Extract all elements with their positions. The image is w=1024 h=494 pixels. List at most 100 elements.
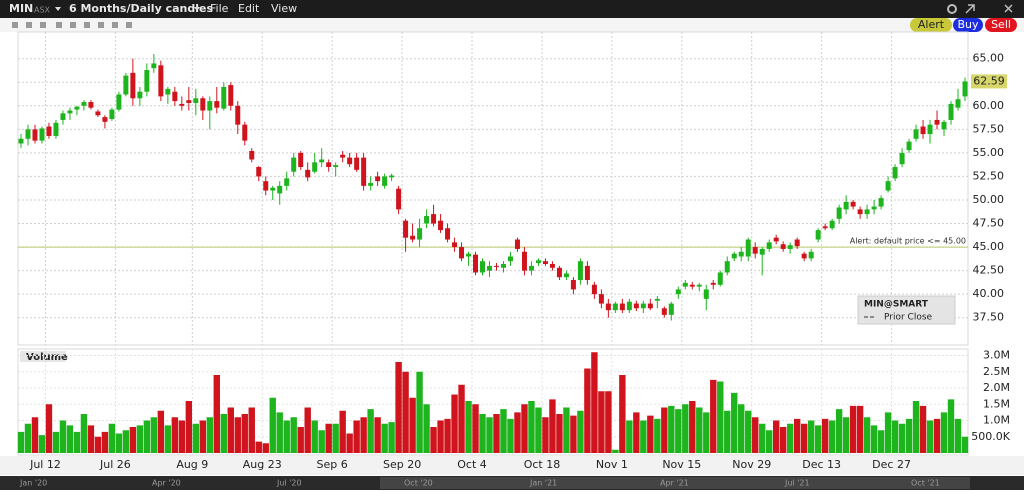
volume-bar: [164, 425, 172, 453]
volume-bar: [696, 407, 703, 453]
volume-bar: [472, 404, 479, 453]
x-tick-label: Nov 1: [596, 458, 628, 471]
candle-body: [186, 100, 192, 103]
menu-view[interactable]: View: [271, 2, 297, 15]
tool-icon: [26, 22, 32, 28]
volume-bar: [870, 425, 878, 453]
y-tick-label: 65.00: [973, 52, 1005, 65]
volume-bar: [584, 368, 591, 453]
volume-bar: [766, 430, 773, 453]
candle-body: [507, 256, 513, 262]
symbol[interactable]: MIN: [9, 2, 33, 15]
candle-body: [801, 253, 807, 259]
candle-body: [514, 239, 520, 249]
timeline-label: Oct '20: [404, 479, 433, 488]
candle-body: [542, 261, 548, 265]
volume-bar: [381, 423, 388, 453]
candle-body: [242, 124, 248, 141]
scroll-thumb[interactable]: [380, 477, 970, 489]
candle-body: [892, 167, 898, 179]
buy-button-label[interactable]: Buy: [957, 18, 979, 31]
volume-bar: [675, 409, 682, 453]
volume-bar: [863, 417, 871, 453]
candle-body: [277, 185, 283, 194]
volume-bar: [633, 412, 640, 453]
volume-bar: [220, 414, 227, 453]
sell-button-label[interactable]: Sell: [991, 18, 1011, 31]
candle-body: [556, 267, 562, 278]
candle-body: [493, 265, 499, 267]
candle-body: [298, 152, 304, 168]
x-tick-label: Sep 6: [317, 458, 348, 471]
volume-bar: [297, 427, 304, 453]
candle-body: [354, 157, 360, 170]
volume-bar: [905, 418, 913, 453]
candle-body: [81, 102, 87, 106]
volume-bar: [717, 381, 724, 453]
period-selector[interactable]: 6 Months/Daily candles: [69, 2, 213, 15]
dropdown-arrow[interactable]: [194, 7, 200, 11]
candle-body: [584, 265, 590, 281]
volume-bar: [912, 401, 920, 453]
candle-body: [165, 88, 171, 95]
candle-body: [941, 121, 947, 130]
candle-body: [151, 63, 157, 69]
volume-bar: [521, 404, 528, 453]
volume-bar: [73, 431, 81, 453]
alert-button[interactable]: [910, 18, 952, 32]
close-icon[interactable]: [1004, 4, 1013, 13]
volume-bar: [877, 430, 885, 453]
settings-icon[interactable]: [947, 4, 957, 14]
volume-bar: [45, 404, 53, 453]
sell-button[interactable]: [985, 18, 1017, 32]
link-icon[interactable]: [965, 4, 975, 14]
candle-body: [207, 101, 213, 111]
candle-body: [137, 91, 143, 99]
dropdown-arrow[interactable]: [55, 7, 61, 11]
candle-body: [745, 239, 751, 257]
volume-bar: [255, 441, 262, 453]
candle-body: [577, 261, 583, 281]
candle-body: [459, 247, 465, 259]
tool-icon: [70, 22, 76, 28]
menu-edit[interactable]: Edit: [238, 2, 260, 15]
volume-bar: [689, 401, 696, 453]
candle-body: [738, 251, 744, 257]
y-tick-label: 37.50: [973, 311, 1005, 324]
volume-bar: [339, 410, 346, 453]
candle-body: [102, 117, 108, 122]
volume-bar: [800, 423, 808, 453]
candle-body: [340, 154, 346, 158]
candle-body: [375, 176, 381, 182]
candle-body: [675, 289, 681, 295]
candle-body: [927, 124, 933, 135]
x-tick-label: Nov 15: [662, 458, 701, 471]
y-tick-label: 57.50: [973, 122, 1005, 135]
candle-body: [717, 272, 723, 285]
title-bar: [0, 0, 1024, 18]
alert-button-label[interactable]: Alert: [918, 18, 945, 31]
menu-file[interactable]: File: [210, 2, 229, 15]
volume-bar: [479, 414, 486, 453]
candle-body: [703, 289, 709, 299]
candle-body: [270, 187, 276, 191]
volume-bar: [710, 379, 717, 453]
candle-body: [815, 230, 821, 240]
alert-label: Alert: default price <= 45.00: [850, 237, 966, 246]
volume-bar: [416, 371, 423, 453]
volume-bar: [779, 427, 787, 453]
volume-bar: [542, 417, 549, 453]
drawing-tools: [12, 22, 132, 28]
buy-button[interactable]: [953, 18, 983, 32]
volume-bar: [598, 391, 605, 453]
volume-bar: [486, 417, 493, 453]
volume-bar: [269, 397, 276, 453]
volume-bar: [793, 418, 801, 453]
timeline-label: Jul '20: [276, 479, 302, 488]
candle-body: [403, 220, 409, 238]
candle-body: [647, 303, 653, 309]
candle-body: [382, 176, 388, 186]
volume-bar: [157, 410, 165, 453]
candle-body: [640, 303, 646, 309]
x-tick-label: Nov 29: [732, 458, 771, 471]
